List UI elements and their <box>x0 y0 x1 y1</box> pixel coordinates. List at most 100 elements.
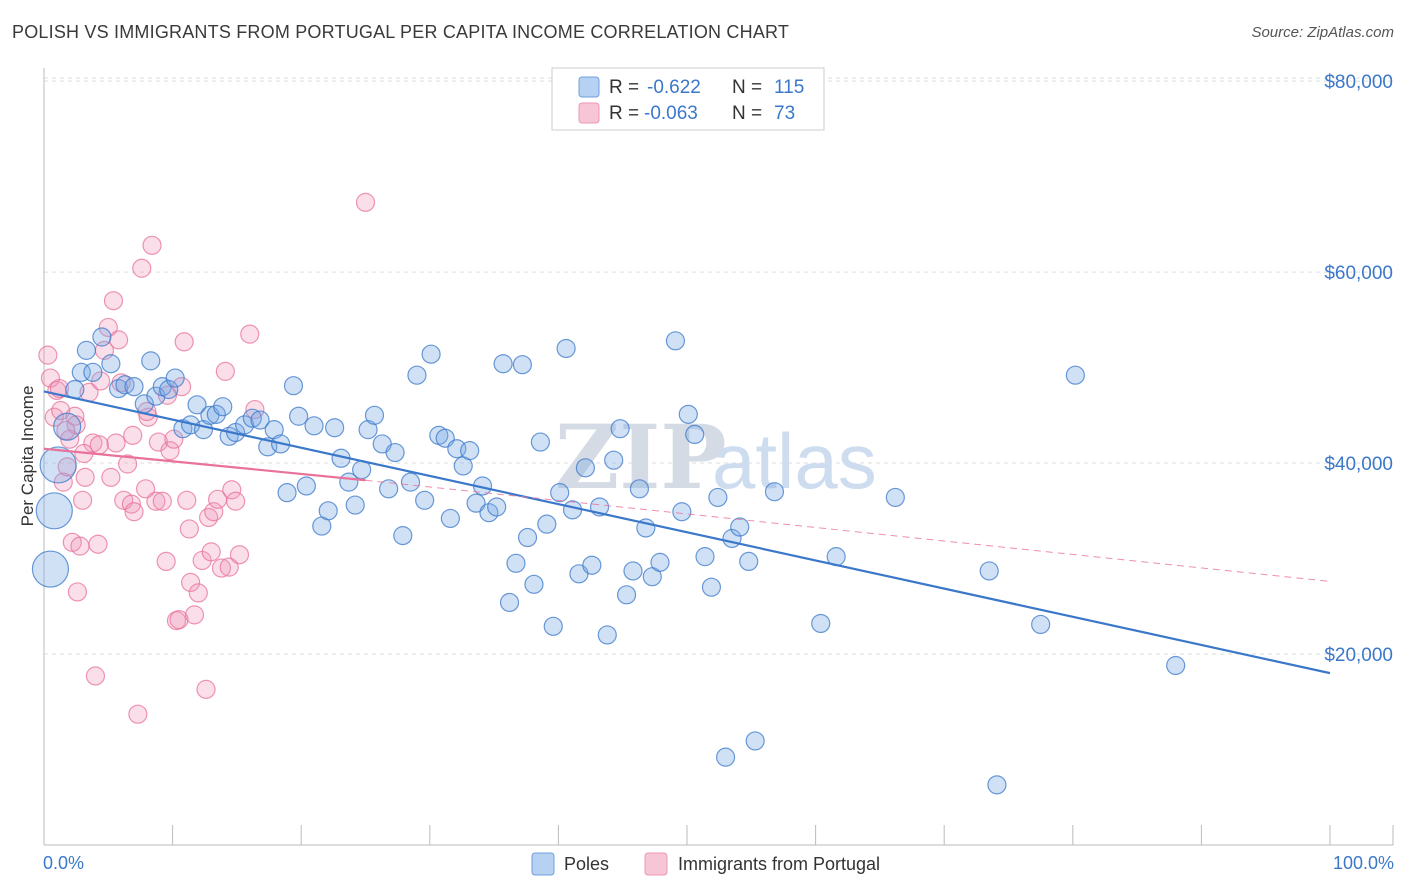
portugal-point-10 <box>67 582 88 602</box>
poles-point-90 <box>650 552 670 572</box>
y-tick-label-3: $80,000 <box>1324 72 1393 93</box>
y-axis-label: Per Capita Income <box>18 386 37 527</box>
grid-lines <box>44 77 1393 655</box>
portugal-point-24 <box>108 330 129 350</box>
portugal-point-52 <box>201 542 221 562</box>
portugal-point-63 <box>355 192 376 212</box>
legend-swatch-portugal <box>578 102 600 124</box>
poles-point-108 <box>987 775 1007 795</box>
portugal-point-50 <box>196 679 216 699</box>
portugal-point-59 <box>226 491 246 511</box>
poles-point-103 <box>764 482 785 502</box>
portugal-point-38 <box>156 551 176 572</box>
poles-point-84 <box>610 419 630 439</box>
portugal-point-60 <box>229 545 250 565</box>
poles-point-96 <box>701 577 722 597</box>
poles-point-55 <box>421 344 441 364</box>
poles-point-70 <box>517 527 538 548</box>
watermark: ZIP atlas <box>555 405 877 509</box>
chart-title: POLISH VS IMMIGRANTS FROM PORTUGAL PER C… <box>12 22 790 42</box>
portugal-point-12 <box>72 490 93 510</box>
poles-point-28 <box>235 415 255 435</box>
portugal-point-68 <box>123 425 143 445</box>
poles-point-72 <box>530 432 550 452</box>
portugal-point-35 <box>146 491 166 511</box>
legend-box: R = -0.622 N = 115 R = -0.063 N = 73 <box>551 67 825 131</box>
poles-point-98 <box>715 747 736 767</box>
portugal-point-0 <box>38 345 58 365</box>
poles-point-18 <box>165 368 185 388</box>
poles-point-79 <box>575 458 596 478</box>
poles-point-38 <box>304 416 324 436</box>
series-poles <box>31 327 1186 795</box>
legend-swatch-poles <box>578 76 600 98</box>
portugal-point-51 <box>199 507 219 528</box>
x-tick-label-max: 100.0% <box>1333 853 1394 873</box>
portugal-point-61 <box>240 324 260 344</box>
y-tick-label-0: $20,000 <box>1324 645 1393 666</box>
watermark-atlas: atlas <box>712 417 877 505</box>
poles-point-35 <box>283 376 304 396</box>
poles-point-46 <box>358 420 378 440</box>
portugal-point-16 <box>85 666 106 686</box>
poles-point-87 <box>629 479 650 499</box>
poles-point-3 <box>53 412 82 441</box>
legend-r-label-poles: R = <box>609 77 639 98</box>
portugal-point-13 <box>75 467 95 487</box>
poles-point-101 <box>739 551 759 572</box>
portugal-point-23 <box>106 433 126 453</box>
poles-point-36 <box>289 406 309 426</box>
trend-lines <box>43 390 1331 675</box>
poles-point-6 <box>76 340 97 360</box>
bottom-legend-swatch-portugal <box>644 852 668 876</box>
poles-point-29 <box>242 408 262 428</box>
poles-point-17 <box>159 379 179 400</box>
poles-point-34 <box>277 483 297 503</box>
bottom-legend: Poles Immigrants from Portugal <box>531 852 880 876</box>
poles-point-106 <box>885 487 905 508</box>
poles-point-0 <box>31 550 70 588</box>
poles-point-47 <box>364 405 385 425</box>
poles-point-91 <box>665 331 686 351</box>
poles-point-71 <box>524 574 544 594</box>
portugal-point-21 <box>101 467 121 487</box>
legend-r-value-poles: -0.622 <box>647 77 701 98</box>
legend-n-label-poles: N = <box>732 77 762 98</box>
portugal-point-46 <box>181 572 201 593</box>
poles-point-12 <box>124 377 144 397</box>
portugal-point-56 <box>215 361 235 381</box>
portugal-point-37 <box>152 491 172 511</box>
portugal-point-28 <box>121 494 142 514</box>
poles-point-86 <box>623 561 643 581</box>
poles-point-14 <box>141 351 161 371</box>
watermark-zip: ZIP <box>555 405 727 509</box>
poles-point-102 <box>745 731 765 751</box>
legend-n-value-portugal: 73 <box>774 103 795 124</box>
portugal-point-31 <box>132 258 152 278</box>
portugal-point-58 <box>222 480 242 500</box>
poles-point-61 <box>460 441 480 461</box>
poles-point-9 <box>101 354 121 374</box>
portugal-point-67 <box>89 435 109 455</box>
portugal-point-72 <box>56 420 76 441</box>
legend-r-label-portugal: R = <box>609 103 639 124</box>
poles-point-75 <box>550 483 570 503</box>
poles-point-8 <box>92 327 112 347</box>
poles-point-94 <box>685 424 705 445</box>
poles-point-53 <box>407 365 427 385</box>
portugal-point-44 <box>174 332 194 352</box>
source-label: Source: ZipAtlas.com <box>1251 24 1394 41</box>
trend-line-portugal-extension <box>365 479 1331 582</box>
poles-point-77 <box>562 500 583 520</box>
poles-point-80 <box>582 555 602 575</box>
poles-point-49 <box>379 479 399 499</box>
portugal-point-71 <box>179 519 199 539</box>
poles-point-21 <box>187 395 207 415</box>
poles-point-52 <box>400 472 421 492</box>
poles-point-69 <box>512 355 532 375</box>
axes <box>43 68 1394 846</box>
poles-point-51 <box>393 526 413 546</box>
poles-point-73 <box>537 514 557 534</box>
poles-point-111 <box>1166 655 1186 676</box>
